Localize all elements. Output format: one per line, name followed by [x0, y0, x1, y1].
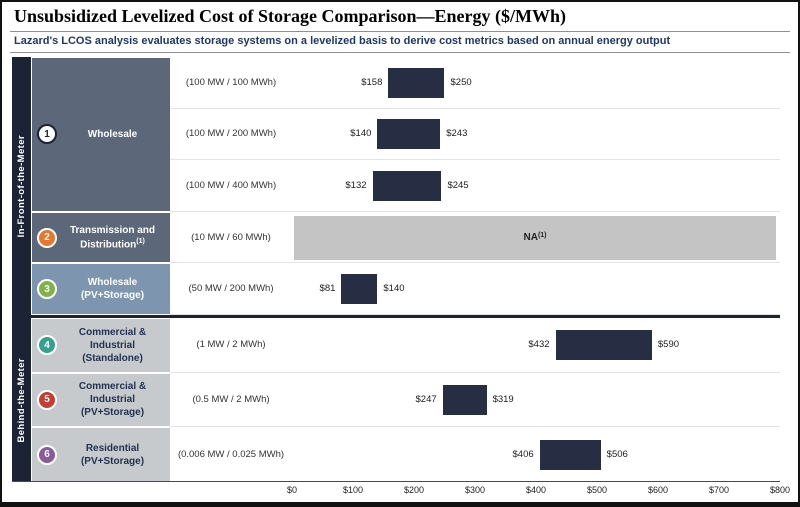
- segment-number-badge: 5: [37, 389, 57, 410]
- plot-row: $247 $319: [292, 372, 780, 428]
- min-value-label: $81: [319, 283, 336, 295]
- capacity-spec-label: (0.006 MW / 0.025 MWh): [170, 427, 292, 482]
- x-axis-tick-label: $700: [708, 485, 730, 495]
- segment-label-cell: 5 Commercial & Industrial (PV+Storage): [32, 373, 170, 427]
- segment-label-cell: 3 Wholesale (PV+Storage): [32, 264, 170, 314]
- plot-row: $140 $243: [292, 108, 780, 161]
- max-value-label: $506: [606, 448, 628, 460]
- x-axis-tick-label: $0: [286, 485, 297, 495]
- min-value-label: $158: [361, 76, 383, 88]
- segment-number-badge: 1: [37, 124, 57, 145]
- chart-subtitle: Lazard's LCOS analysis evaluates storage…: [14, 35, 671, 47]
- cost-range-bar: [555, 330, 652, 361]
- x-axis-tick-label: $300: [464, 485, 486, 495]
- na-range-bar: NA (1): [294, 215, 776, 260]
- chart-title: Unsubsidized Levelized Cost of Storage C…: [14, 6, 566, 26]
- max-value-label: $140: [383, 283, 405, 295]
- capacity-spec-label: (0.5 MW / 2 MWh): [170, 372, 292, 428]
- segment-label: Transmission and Distribution(1): [69, 224, 156, 251]
- max-value-label: $590: [657, 339, 680, 351]
- x-axis-tick-label: $600: [647, 485, 669, 495]
- segment-label-cell: 2 Transmission and Distribution(1): [32, 212, 170, 263]
- cost-range-bar: [539, 439, 601, 470]
- min-value-label: $140: [350, 128, 372, 140]
- capacity-spec-label: (100 MW / 200 MWh): [170, 108, 292, 161]
- segment-label: Commercial & Industrial (Standalone): [78, 326, 147, 364]
- segment-label-cell: 6 Residential (PV+Storage): [32, 428, 170, 481]
- x-axis-line: [12, 481, 780, 482]
- meter-group-band: In-Front-of-the-Meter: [12, 57, 31, 315]
- cost-range-bar: [442, 384, 487, 415]
- capacity-spec-label: (50 MW / 200 MWh): [170, 263, 292, 315]
- plot-row: $406 $506: [292, 427, 780, 482]
- cost-range-bar: [388, 67, 445, 98]
- min-value-label: $247: [415, 393, 437, 405]
- meter-group-label: In-Front-of-the-Meter: [16, 134, 27, 238]
- segment-label: Wholesale: [87, 128, 138, 140]
- segment-label-cell: 4 Commercial & Industrial (Standalone): [32, 319, 170, 372]
- capacity-spec-label: (100 MW / 100 MWh): [170, 57, 292, 109]
- x-axis-tick-label: $500: [586, 485, 608, 495]
- cost-range-bar: [341, 274, 378, 305]
- capacity-spec-label: (1 MW / 2 MWh): [170, 318, 292, 373]
- min-value-label: $132: [345, 179, 367, 191]
- plot-row: $81 $140: [292, 263, 780, 315]
- x-axis-tick-label: $800: [769, 485, 791, 495]
- meter-group-label: Behind-the-Meter: [16, 357, 27, 443]
- max-value-label: $245: [447, 179, 469, 191]
- plot-row: $132 $245: [292, 160, 780, 212]
- capacity-spec-label: (10 MW / 60 MWh): [170, 211, 292, 264]
- plot-row: $158 $250: [292, 57, 780, 109]
- subtitle-divider-line: [10, 52, 790, 53]
- cost-range-bar: [377, 119, 441, 150]
- plot-row: $432 $590: [292, 318, 780, 373]
- x-axis-tick-label: $200: [403, 485, 425, 495]
- segment-label: Commercial & Industrial (PV+Storage): [78, 381, 147, 419]
- segment-label: Residential (PV+Storage): [80, 442, 145, 467]
- x-axis-tick-label: $400: [525, 485, 547, 495]
- title-divider-line: [10, 31, 790, 32]
- max-value-label: $243: [446, 128, 468, 140]
- segment-number-badge: 4: [37, 335, 57, 356]
- segment-label: Wholesale (PV+Storage): [80, 277, 145, 302]
- segment-label-cell: 1 Wholesale: [32, 58, 170, 211]
- segment-number-badge: 6: [37, 444, 57, 465]
- plot-row: NA (1): [292, 211, 780, 264]
- segment-number-badge: 2: [37, 227, 57, 248]
- capacity-spec-label: (100 MW / 400 MWh): [170, 160, 292, 212]
- segment-number-badge: 3: [37, 279, 57, 300]
- min-value-label: $406: [512, 448, 534, 460]
- max-value-label: $319: [492, 393, 514, 405]
- cost-range-bar: [372, 170, 442, 201]
- meter-group-band: Behind-the-Meter: [12, 318, 31, 482]
- max-value-label: $250: [450, 76, 472, 88]
- x-axis-tick-label: $100: [342, 485, 364, 495]
- min-value-label: $432: [528, 339, 550, 351]
- meter-group-divider: [12, 315, 780, 318]
